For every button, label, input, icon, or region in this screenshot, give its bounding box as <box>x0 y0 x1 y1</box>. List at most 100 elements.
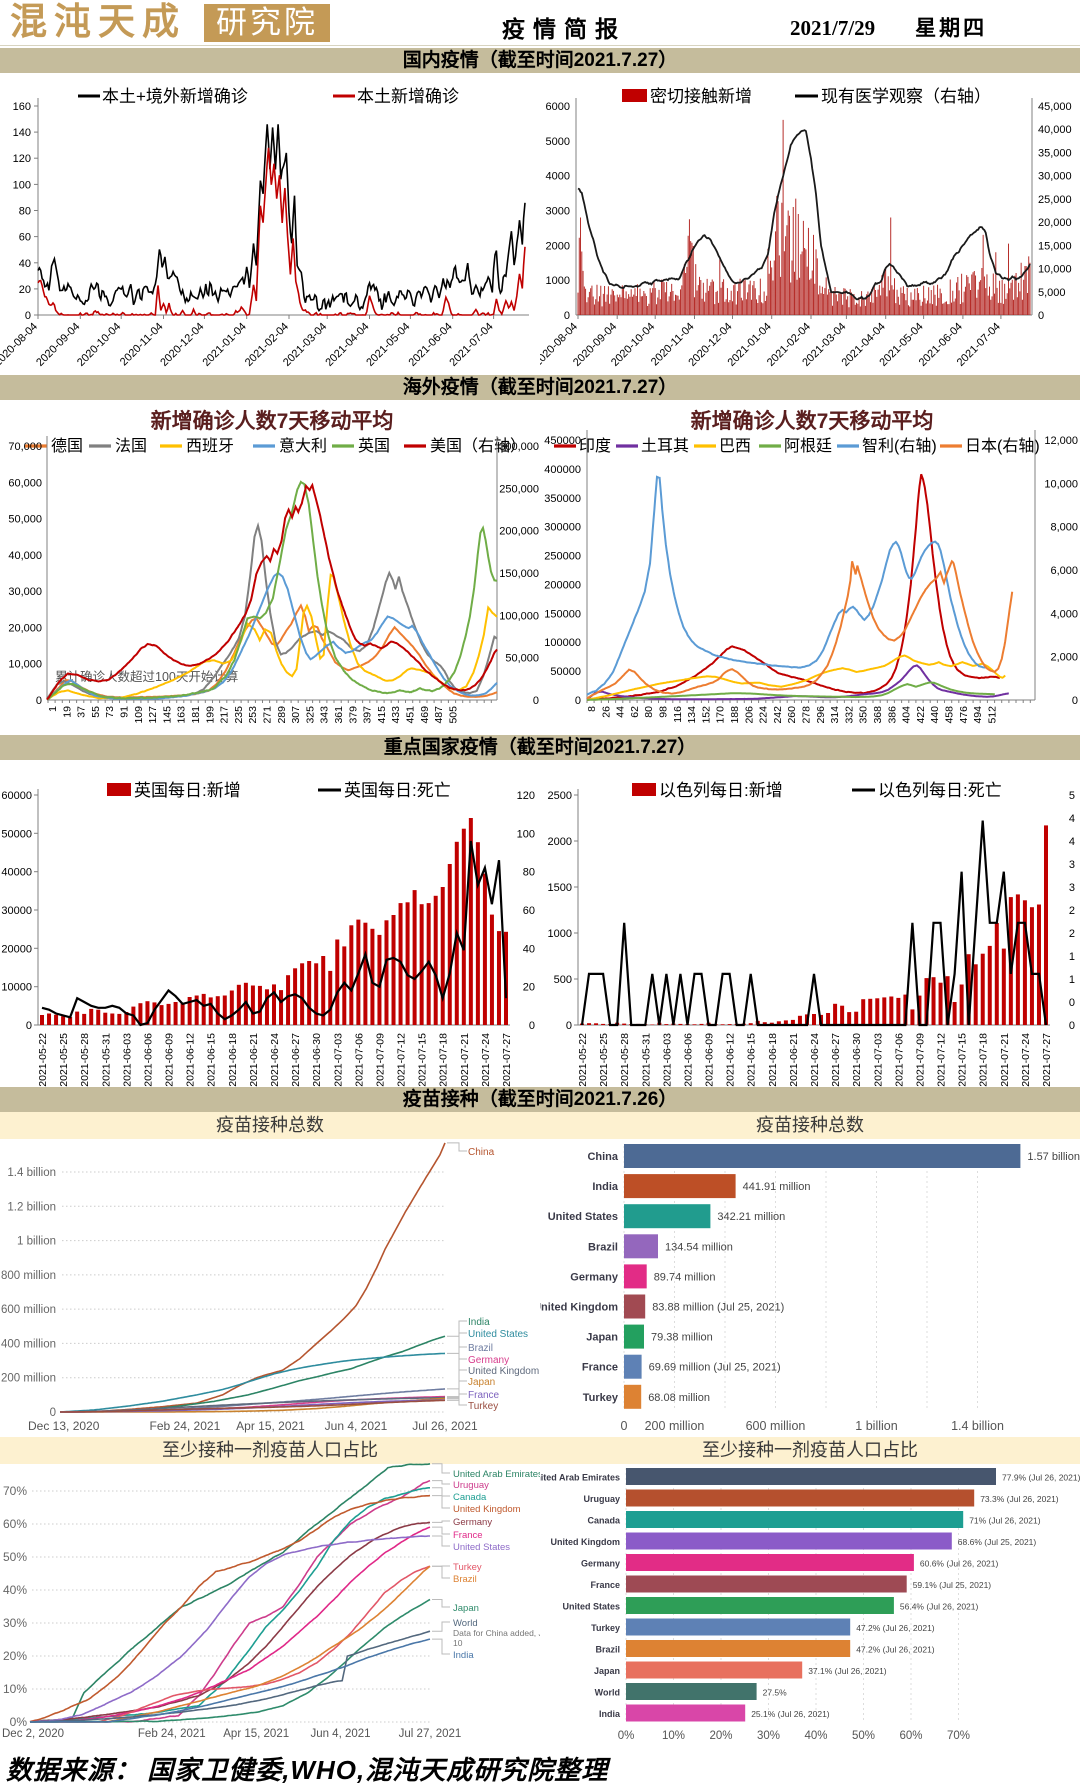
svg-text:260: 260 <box>786 706 798 724</box>
svg-text:Apr 15, 2021: Apr 15, 2021 <box>223 1728 289 1740</box>
svg-text:469: 469 <box>419 706 431 724</box>
svg-text:512: 512 <box>986 706 998 724</box>
svg-text:397: 397 <box>362 706 374 724</box>
svg-text:40,000: 40,000 <box>1038 124 1072 136</box>
svg-text:62: 62 <box>629 706 641 718</box>
svg-text:0: 0 <box>575 695 581 707</box>
svg-text:342.21 million: 342.21 million <box>717 1211 785 1223</box>
svg-text:Japan: Japan <box>453 1603 479 1614</box>
svg-text:2021-06-30: 2021-06-30 <box>851 1033 863 1087</box>
svg-text:332: 332 <box>843 706 855 724</box>
svg-text:200 million: 200 million <box>1 1373 56 1385</box>
svg-text:2021-07-04: 2021-07-04 <box>447 321 495 369</box>
svg-text:200,000: 200,000 <box>499 526 539 538</box>
svg-text:2021-07-06: 2021-07-06 <box>893 1033 905 1087</box>
svg-text:2021-07-24: 2021-07-24 <box>480 1033 492 1087</box>
svg-text:109: 109 <box>133 706 145 724</box>
svg-text:26: 26 <box>600 706 612 718</box>
svg-text:44: 44 <box>615 706 627 718</box>
svg-text:Uruguay: Uruguay <box>583 1494 620 1504</box>
svg-text:47.2% (Jul 26, 2021): 47.2% (Jul 26, 2021) <box>856 1623 935 1633</box>
svg-text:40000: 40000 <box>1 867 32 879</box>
svg-text:50,000: 50,000 <box>505 653 539 665</box>
svg-text:2021-05-31: 2021-05-31 <box>640 1033 652 1087</box>
svg-text:Brazil: Brazil <box>468 1343 493 1354</box>
svg-text:2021-06-21: 2021-06-21 <box>248 1033 260 1087</box>
svg-text:6000: 6000 <box>546 101 570 113</box>
svg-text:386: 386 <box>886 706 898 724</box>
svg-text:德国: 德国 <box>51 437 83 455</box>
svg-text:本土新增确诊: 本土新增确诊 <box>357 87 459 106</box>
svg-text:2021-05-31: 2021-05-31 <box>100 1033 112 1087</box>
svg-text:France: France <box>453 1530 483 1541</box>
svg-text:45,000: 45,000 <box>1038 101 1072 113</box>
svg-text:50,000: 50,000 <box>8 514 42 526</box>
svg-text:4: 4 <box>1069 813 1075 825</box>
svg-text:8: 8 <box>586 706 598 712</box>
svg-text:458: 458 <box>944 706 956 724</box>
svg-text:India: India <box>453 1650 474 1661</box>
svg-text:20000: 20000 <box>1 943 32 955</box>
svg-text:2021-07-09: 2021-07-09 <box>915 1033 927 1087</box>
svg-text:476: 476 <box>958 706 970 724</box>
svg-text:2: 2 <box>1069 928 1075 940</box>
svg-text:2021-07-09: 2021-07-09 <box>375 1033 387 1087</box>
svg-text:新增确诊人数7天移动平均: 新增确诊人数7天移动平均 <box>151 409 394 433</box>
svg-text:Japan: Japan <box>586 1332 618 1344</box>
svg-text:40: 40 <box>19 258 31 270</box>
svg-text:89.74 million: 89.74 million <box>654 1271 716 1283</box>
svg-text:2020-10-04: 2020-10-04 <box>75 321 123 369</box>
svg-text:France: France <box>590 1580 620 1590</box>
svg-text:37: 37 <box>76 706 88 718</box>
svg-text:Jun 4, 2021: Jun 4, 2021 <box>310 1728 370 1740</box>
svg-text:2021-06-24: 2021-06-24 <box>269 1033 281 1087</box>
svg-text:United Kingdom: United Kingdom <box>453 1504 521 1515</box>
svg-text:10,000: 10,000 <box>8 659 42 671</box>
svg-text:69.69 million (Jul 25, 2021): 69.69 million (Jul 25, 2021) <box>649 1362 781 1374</box>
svg-text:2021-07-27: 2021-07-27 <box>501 1033 513 1087</box>
svg-text:150000: 150000 <box>544 608 581 620</box>
svg-text:2021-06-03: 2021-06-03 <box>121 1033 133 1087</box>
svg-text:2020-12-04: 2020-12-04 <box>158 321 206 369</box>
svg-text:120: 120 <box>13 153 31 165</box>
svg-text:巴西: 巴西 <box>719 438 751 455</box>
svg-text:0: 0 <box>25 310 31 322</box>
svg-text:25,000: 25,000 <box>1038 194 1072 206</box>
svg-text:60000: 60000 <box>1 790 32 802</box>
svg-text:2021-06-27: 2021-06-27 <box>830 1033 842 1087</box>
svg-text:5000: 5000 <box>546 136 570 148</box>
svg-text:2021-06-30: 2021-06-30 <box>311 1033 323 1087</box>
svg-text:Germany: Germany <box>468 1355 509 1366</box>
svg-text:400000: 400000 <box>544 464 581 476</box>
svg-text:2021-07-03: 2021-07-03 <box>332 1033 344 1087</box>
svg-text:2021-06-21: 2021-06-21 <box>788 1033 800 1087</box>
svg-text:296: 296 <box>815 706 827 724</box>
svg-text:Germany: Germany <box>570 1271 619 1283</box>
svg-text:4: 4 <box>1069 836 1075 848</box>
svg-text:Jul 27, 2021: Jul 27, 2021 <box>399 1728 462 1740</box>
svg-text:2021-05-22: 2021-05-22 <box>37 1033 49 1087</box>
svg-text:163: 163 <box>176 706 188 724</box>
svg-text:800 million: 800 million <box>1 1270 56 1282</box>
svg-text:150,000: 150,000 <box>499 568 539 580</box>
svg-text:2021-07-15: 2021-07-15 <box>957 1033 969 1087</box>
svg-text:361: 361 <box>333 706 345 724</box>
svg-text:2000: 2000 <box>548 836 572 848</box>
svg-text:242: 242 <box>772 706 784 724</box>
svg-text:智利(右轴): 智利(右轴) <box>862 437 937 455</box>
svg-text:法国: 法国 <box>115 437 147 455</box>
svg-text:2021-07-18: 2021-07-18 <box>438 1033 450 1087</box>
svg-text:200 million: 200 million <box>645 1419 705 1433</box>
svg-text:140: 140 <box>13 127 31 139</box>
svg-text:0: 0 <box>26 1020 32 1032</box>
svg-text:289: 289 <box>276 706 288 724</box>
svg-text:United Arab Emirates: United Arab Emirates <box>540 1473 620 1483</box>
svg-text:2021-01-04: 2021-01-04 <box>201 321 249 369</box>
svg-text:0: 0 <box>1069 1020 1075 1032</box>
svg-text:0: 0 <box>566 1020 572 1032</box>
svg-text:2,000: 2,000 <box>1050 652 1078 664</box>
svg-text:10,000: 10,000 <box>1038 264 1072 276</box>
svg-text:现有医学观察（右轴）: 现有医学观察（右轴） <box>821 87 991 106</box>
svg-text:487: 487 <box>433 706 445 724</box>
svg-text:20: 20 <box>19 284 31 296</box>
